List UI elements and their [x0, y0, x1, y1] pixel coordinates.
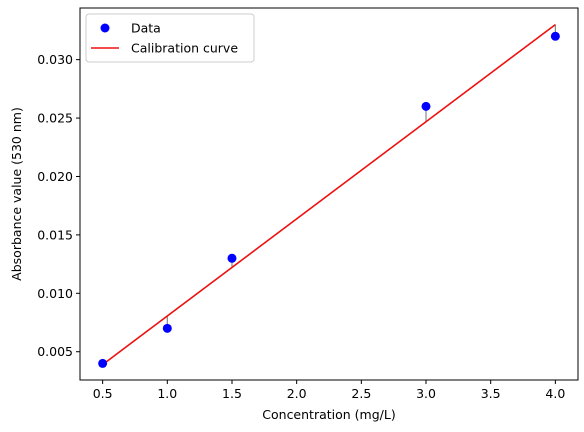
plot-area: [79, 7, 579, 381]
y-tick-label: 0.015: [37, 227, 73, 242]
y-tick-label: 0.020: [37, 169, 73, 184]
data-point: [162, 323, 172, 333]
y-tick-label: 0.030: [37, 52, 73, 67]
legend-marker-data: [100, 23, 110, 33]
data-points: [98, 31, 560, 368]
legend-label-calibration: Calibration curve: [131, 41, 238, 56]
y-tick-label: 0.010: [37, 286, 73, 301]
x-tick-label: 0.5: [93, 386, 113, 401]
series-lines: [102, 23, 556, 366]
x-tick-label: 1.5: [222, 386, 242, 401]
calibration-curve-line: [102, 23, 556, 366]
x-tick-label: 4.0: [545, 386, 565, 401]
data-point: [421, 101, 431, 111]
y-tick-label: 0.025: [37, 111, 73, 126]
data-point: [98, 358, 108, 368]
x-tick-label: 2.5: [351, 386, 371, 401]
x-tick-label: 3.0: [416, 386, 436, 401]
legend-label-data: Data: [131, 21, 161, 36]
x-tick-label: 3.5: [481, 386, 501, 401]
y-tick-label: 0.005: [37, 344, 73, 359]
x-tick-label: 1.0: [157, 386, 177, 401]
x-tick-label: 2.0: [287, 386, 307, 401]
y-axis-title: Absorbance value (530 nm): [9, 107, 24, 281]
x-axis: 0.5 1.0 1.5 2.0 2.5 3.0 3.5 4.0: [93, 380, 565, 401]
legend-box: [85, 13, 255, 63]
data-point: [227, 253, 237, 263]
x-axis-title: Concentration (mg/L): [262, 407, 395, 422]
legend: Data Calibration curve: [85, 13, 255, 63]
data-point: [550, 31, 560, 41]
y-axis: 0.005 0.010 0.015 0.020 0.025 0.030: [37, 52, 80, 359]
